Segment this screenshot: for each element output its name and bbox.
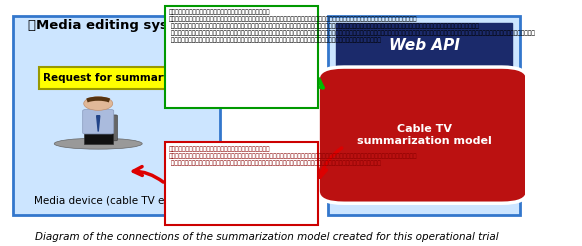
FancyBboxPatch shape: [84, 130, 113, 144]
Text: 第２９回長野緣文化総合フェスティバル（長野緣文化協会主催）
は４日、長野合幕の機が長野市内為首始め、計町やプロローグの間合いがあり、６団体が日頃の練習の成果を発: 第２９回長野緣文化総合フェスティバル（長野緣文化協会主催） は４日、長野合幕の機…: [169, 10, 535, 43]
Text: 【Media editing system】: 【Media editing system】: [28, 19, 205, 32]
FancyBboxPatch shape: [318, 67, 528, 203]
Polygon shape: [97, 116, 100, 132]
FancyBboxPatch shape: [13, 16, 220, 215]
Text: 【Summarization
 instruction】: 【Summarization instruction】: [368, 26, 481, 54]
Text: Cable TV
summarization model: Cable TV summarization model: [357, 124, 492, 146]
Ellipse shape: [54, 138, 142, 149]
Text: 第２９回長野緣文化総合フェスティバル（長野緣文化協会主催）
は４日、長野合幕の機が長野市内為首始め、計町やプロローグの間合いがあり、６団体が日頃の練習の成果を発: 第２９回長野緣文化総合フェスティバル（長野緣文化協会主催） は４日、長野合幕の機…: [169, 146, 418, 166]
FancyBboxPatch shape: [336, 23, 512, 152]
Circle shape: [84, 97, 113, 110]
FancyBboxPatch shape: [165, 6, 318, 108]
FancyBboxPatch shape: [83, 110, 113, 134]
Text: Diagram of the connections of the summarization model created for this operation: Diagram of the connections of the summar…: [34, 232, 498, 242]
Text: Media device (cable TV editing): Media device (cable TV editing): [34, 196, 198, 206]
FancyBboxPatch shape: [165, 142, 318, 225]
Text: Request for summary: Request for summary: [42, 73, 169, 83]
FancyBboxPatch shape: [39, 67, 173, 89]
FancyBboxPatch shape: [328, 16, 520, 215]
FancyBboxPatch shape: [108, 115, 118, 141]
Text: Web API: Web API: [389, 38, 460, 53]
